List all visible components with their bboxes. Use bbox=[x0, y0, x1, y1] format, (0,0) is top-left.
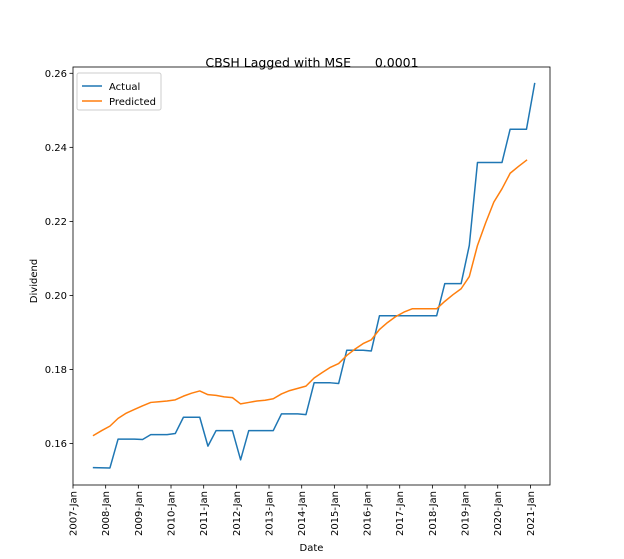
x-tick-label: 2017-Jan bbox=[395, 491, 406, 536]
y-tick-label: 0.24 bbox=[45, 143, 67, 154]
y-tick-label: 0.16 bbox=[45, 439, 67, 450]
x-tick-label: 2007-Jan bbox=[69, 491, 80, 536]
x-tick-label: 2011-Jan bbox=[199, 491, 210, 536]
x-tick-label: 2008-Jan bbox=[101, 491, 112, 536]
x-tick-label: 2014-Jan bbox=[297, 491, 308, 536]
y-tick-label: 0.18 bbox=[45, 365, 67, 376]
x-tick-label: 2009-Jan bbox=[134, 491, 145, 536]
series-line-predicted bbox=[92, 159, 528, 437]
x-tick-label: 2015-Jan bbox=[330, 491, 341, 536]
series-line-actual bbox=[92, 82, 536, 469]
y-axis-ticks: 0.16 0.18 0.20 0.22 0.24 0.26 bbox=[45, 69, 73, 450]
x-tick-label: 2021-Jan bbox=[526, 491, 537, 536]
x-tick-label: 2019-Jan bbox=[461, 491, 472, 536]
x-tick-label: 2020-Jan bbox=[493, 491, 504, 536]
y-tick-label: 0.22 bbox=[45, 217, 67, 228]
x-tick-label: 2016-Jan bbox=[363, 491, 374, 536]
x-axis-label: Date bbox=[300, 543, 324, 554]
legend-label-actual: Actual bbox=[109, 82, 140, 93]
chart-title: CBSH Lagged with MSE 0.0001 bbox=[205, 55, 418, 70]
x-axis-ticks: 2007-Jan 2008-Jan 2009-Jan 2010-Jan 2011-Jan… bbox=[69, 485, 537, 536]
legend-label-predicted: Predicted bbox=[109, 97, 156, 108]
x-tick-label: 2018-Jan bbox=[428, 491, 439, 536]
x-tick-label: 2012-Jan bbox=[232, 491, 243, 536]
plot-frame bbox=[72, 66, 551, 486]
y-tick-label: 0.26 bbox=[45, 69, 67, 80]
y-tick-label: 0.20 bbox=[45, 291, 67, 302]
y-axis-label: Dividend bbox=[29, 259, 40, 303]
x-tick-label: 2010-Jan bbox=[167, 491, 178, 536]
x-tick-label: 2013-Jan bbox=[265, 491, 276, 536]
plot-lines bbox=[92, 82, 536, 469]
legend: Actual Predicted bbox=[76, 72, 162, 111]
